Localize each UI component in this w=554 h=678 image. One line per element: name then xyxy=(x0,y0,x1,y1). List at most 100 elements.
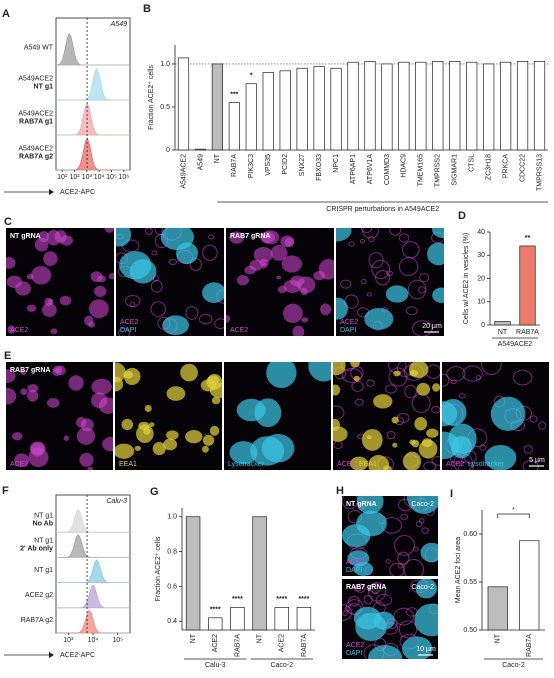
x-tick-label: 10¹ xyxy=(57,174,68,181)
cell-signal xyxy=(490,396,526,431)
bar xyxy=(185,516,201,631)
row-label: No Ab xyxy=(33,520,53,527)
cell-signal xyxy=(123,370,134,379)
panel-letter: D xyxy=(458,210,466,222)
cell-signal xyxy=(512,369,533,386)
cell-signal xyxy=(150,301,166,317)
cell-signal xyxy=(250,436,285,466)
cell-signal xyxy=(419,517,425,524)
bar xyxy=(381,63,393,151)
cell-signal xyxy=(403,559,425,576)
x-axis-label: ACE2-APC xyxy=(60,189,95,196)
bar xyxy=(177,57,190,151)
y-tick-label: 10 xyxy=(477,299,485,306)
cell-signal xyxy=(364,307,394,330)
cell-signal xyxy=(458,461,474,470)
x-tick-label: NPC1 xyxy=(333,154,340,173)
bar xyxy=(516,61,529,151)
cell-signal xyxy=(108,272,114,280)
cell-signal xyxy=(68,375,84,391)
histogram-curve xyxy=(56,67,130,101)
y-tick-label: 0.6 xyxy=(167,583,177,590)
cell-signal xyxy=(355,583,366,593)
channel-label: ACE2 xyxy=(346,642,364,649)
channel-label: Lysotracker xyxy=(468,461,505,468)
histogram-curve xyxy=(56,533,130,558)
x-tick-label: TMPRSS2 xyxy=(435,154,442,187)
image-title: NT gRNA xyxy=(10,233,41,240)
y-axis-label: Fraction ACE2⁺ cells xyxy=(148,65,155,130)
y-tick-label: 0.60 xyxy=(463,531,477,538)
micrograph-content xyxy=(226,230,334,336)
bar xyxy=(230,606,245,631)
cell-signal xyxy=(124,295,141,308)
x-tick-label: TMEM165 xyxy=(418,154,425,186)
histogram-curve xyxy=(56,609,130,634)
cell-signal xyxy=(388,367,408,387)
cell-signal xyxy=(407,279,427,300)
y-tick-label: 1.0 xyxy=(160,61,170,68)
cell-signal xyxy=(102,436,113,452)
panel-letter: B xyxy=(143,3,151,15)
cell-signal xyxy=(6,257,16,269)
cell-signal xyxy=(415,521,423,528)
cell-signal xyxy=(6,369,16,383)
row-label: A549ACE2 xyxy=(18,110,53,117)
cell-signal xyxy=(76,427,96,445)
cell-signal xyxy=(118,327,131,336)
cell-signal xyxy=(529,415,538,423)
bar xyxy=(262,72,274,151)
cell-signal xyxy=(20,369,27,376)
significance-label: * xyxy=(250,73,253,80)
y-tick-label: 0 xyxy=(481,322,485,329)
cell-signal xyxy=(354,585,362,592)
group-label: Calu-3 xyxy=(205,662,226,669)
cell-signal xyxy=(392,442,398,448)
y-tick-label: 0.8 xyxy=(167,548,177,555)
row-label: RAB7A g1 xyxy=(19,118,53,125)
cell-signal xyxy=(408,362,429,379)
x-tick-label: PCID2 xyxy=(282,154,289,175)
cell-signal xyxy=(90,271,103,283)
row-label: 2' Ab only xyxy=(20,546,53,553)
bar xyxy=(364,61,376,151)
channel-label: DAPI xyxy=(346,650,362,657)
cell-signal xyxy=(143,427,151,435)
panel-letter: C xyxy=(4,216,12,228)
cell-signal xyxy=(14,453,30,468)
cell-signal xyxy=(27,383,39,393)
channel-label: ACE2 xyxy=(346,559,364,566)
cell-signal xyxy=(53,365,63,373)
cell-signal xyxy=(409,439,416,445)
panel-letter: I xyxy=(450,488,453,500)
cell-signal xyxy=(320,303,332,316)
cell-signal xyxy=(394,534,415,556)
x-tick-label: 10³ xyxy=(63,637,74,644)
cell-signal xyxy=(59,295,72,306)
cell-signal xyxy=(400,513,409,520)
image-title: NT gRNA xyxy=(346,501,377,508)
panel-letter: G xyxy=(150,486,159,498)
cell-signal xyxy=(166,386,186,401)
y-tick-label: 30 xyxy=(477,252,485,259)
cell-signal xyxy=(115,376,124,392)
x-tick-label: NT xyxy=(190,633,197,643)
cell-signal xyxy=(361,428,383,451)
cell-signal xyxy=(266,362,297,389)
cell-signal xyxy=(214,318,224,330)
cell-signal xyxy=(185,306,199,320)
x-tick-label: 10⁶ xyxy=(118,174,129,181)
cell-signal xyxy=(397,551,410,565)
micrograph-content xyxy=(6,365,113,470)
y-tick-label: 0.5 xyxy=(160,104,170,111)
cell-signal xyxy=(11,432,23,441)
significance-label: **** xyxy=(298,596,309,603)
cell-signal xyxy=(87,466,94,470)
cell-signal xyxy=(385,384,397,394)
cell-signal xyxy=(144,404,152,413)
significance-label: **** xyxy=(276,596,287,603)
cell-signal xyxy=(421,527,429,534)
cell-signal xyxy=(340,279,352,289)
cell-signal xyxy=(333,384,341,396)
cell-signal xyxy=(351,380,364,392)
